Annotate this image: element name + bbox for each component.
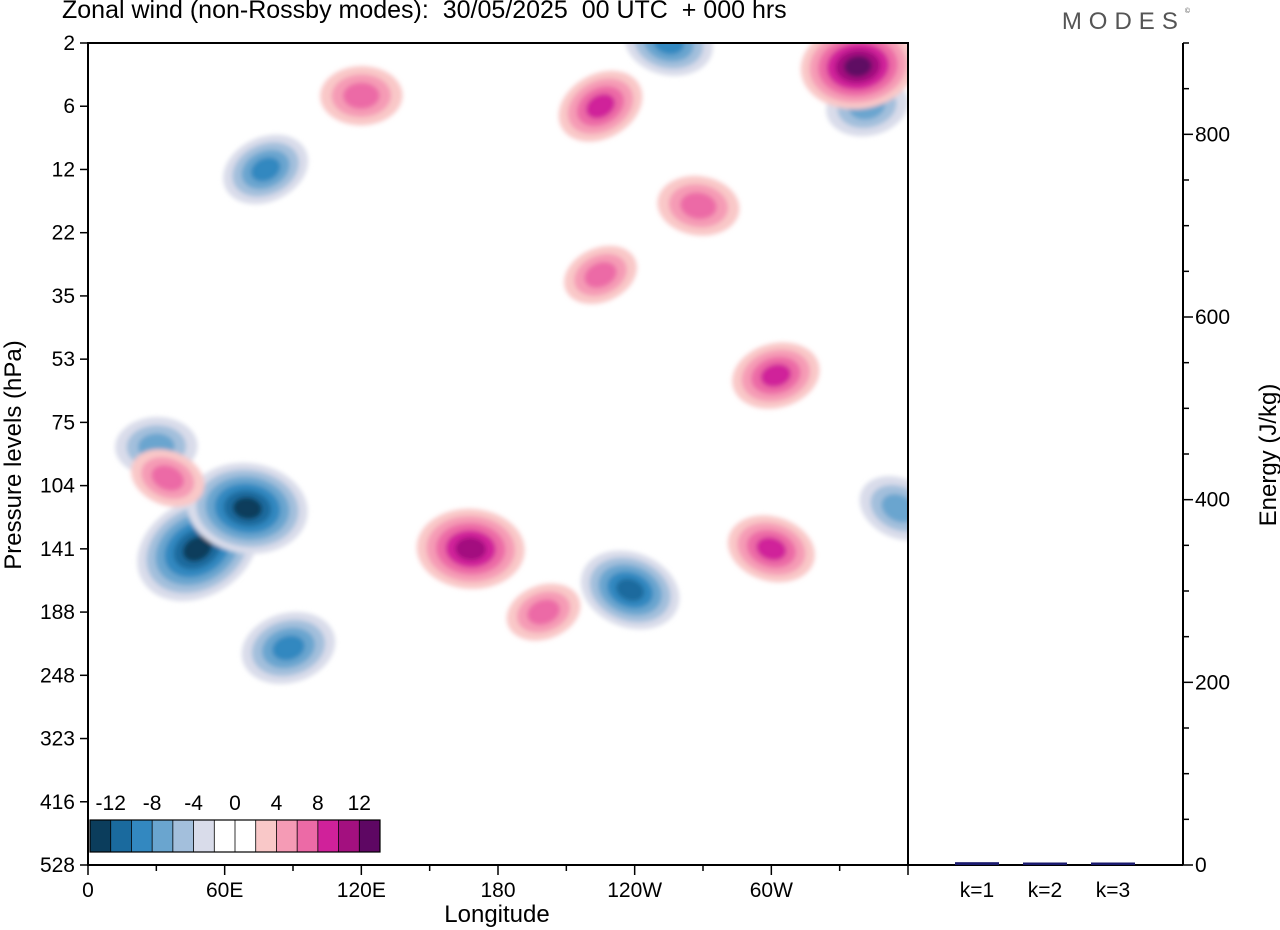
energy-tick-label: 800 <box>1195 123 1230 146</box>
field-feature-positive-16-step-2 <box>151 465 185 491</box>
pressure-tick-label: 416 <box>40 791 75 814</box>
energy-category-label: k=2 <box>1028 879 1062 902</box>
pressure-tick-label: 22 <box>52 222 75 245</box>
chart-title: Zonal wind (non-Rossby modes): 30/05/202… <box>62 0 787 24</box>
field-feature-positive-13-step-3 <box>585 93 616 119</box>
longitude-tick-label: 0 <box>82 879 94 902</box>
colorbar-frame <box>89 819 381 853</box>
colorbar-swatch <box>359 820 381 852</box>
colorbar-label: 4 <box>271 792 283 815</box>
energy-category-label: k=3 <box>1096 879 1130 902</box>
longitude-tick-label: 60W <box>750 879 793 902</box>
y-axis-label: Pressure levels (hPa) <box>0 340 27 569</box>
modes-logo: MODES© <box>1062 8 1190 36</box>
pressure-axis: 2 6 12 22 35 53 75 104 141 188 248 323 416 528 <box>40 32 88 877</box>
colorbar-swatch <box>90 820 112 852</box>
longitude-tick-label: 120E <box>337 879 386 902</box>
longitude-axis: 0 60E 120E 180 120W 60W <box>82 865 909 902</box>
longitude-tick-label: 60E <box>206 879 243 902</box>
longitude-tick-label: 180 <box>480 879 515 902</box>
colorbar-label: 12 <box>348 792 371 815</box>
pressure-tick-label: 2 <box>63 32 75 55</box>
colorbar-swatch <box>131 820 153 852</box>
pressure-tick-label: 248 <box>40 664 75 687</box>
longitude-tick-label: 120W <box>607 879 662 902</box>
energy-tick-label: 600 <box>1195 306 1230 329</box>
colorbar-swatch <box>338 820 360 852</box>
colorbar-swatch <box>255 820 277 852</box>
energy-bar-k=3 <box>1091 862 1135 865</box>
field-feature-positive-17-step-2 <box>343 82 380 109</box>
colorbar-label: -12 <box>96 792 126 815</box>
heatmap-field <box>88 43 908 865</box>
colorbar-swatch <box>152 820 174 852</box>
field-background <box>88 43 908 865</box>
field-feature-negative-6-step-3 <box>653 43 685 55</box>
energy-panel: 0 200 400 600 800 k=1 k=2 k=3 <box>908 42 1230 902</box>
logo-mark: © <box>1184 8 1190 15</box>
field-feature-positive-15-step-3 <box>760 364 792 388</box>
field-feature-negative-0-step-5 <box>182 536 212 562</box>
energy-bar-k=1 <box>955 862 999 865</box>
colorbar-swatch <box>110 820 132 852</box>
colorbar-swatch <box>214 820 236 852</box>
field-feature-positive-12-step-5 <box>844 55 872 77</box>
pressure-tick-label: 188 <box>40 601 75 624</box>
energy-category-label: k=1 <box>960 879 994 902</box>
field-feature-positive-11-step-3 <box>756 537 787 561</box>
field-feature-negative-5-step-3 <box>250 157 281 182</box>
energy-tick-label: 0 <box>1195 854 1207 877</box>
energy-tick-label: 200 <box>1195 671 1230 694</box>
colorbar-swatch <box>297 820 319 852</box>
colorbar-swatch <box>193 820 215 852</box>
field-feature-positive-9-step-4 <box>455 537 487 561</box>
pressure-tick-label: 104 <box>40 475 75 498</box>
pressure-tick-label: 6 <box>63 95 75 118</box>
colorbar: -12 -8 -4 0 4 8 12 <box>89 792 381 853</box>
colorbar-label: 8 <box>312 792 324 815</box>
colorbar-label: -8 <box>143 792 162 815</box>
field-feature-positive-10-step-2 <box>527 599 560 625</box>
colorbar-swatch <box>235 820 257 852</box>
field-feature-negative-2-step-3 <box>272 635 305 661</box>
pressure-tick-label: 75 <box>52 411 75 434</box>
energy-tick-label: 400 <box>1195 489 1230 512</box>
energy-bar-k=2 <box>1023 862 1067 865</box>
colorbar-swatch <box>317 820 340 852</box>
field-feature-negative-3-step-4 <box>616 578 645 602</box>
pressure-tick-label: 12 <box>52 158 75 181</box>
field-feature-negative-1-step-5 <box>232 497 263 520</box>
pressure-tick-label: 35 <box>52 285 75 308</box>
colorbar-label: -4 <box>184 792 203 815</box>
pressure-tick-label: 528 <box>40 854 75 877</box>
colorbar-swatch <box>276 820 298 852</box>
energy-axis-label: Energy (J/kg) <box>1255 384 1280 527</box>
logo-text: MODES <box>1061 8 1185 35</box>
field-feature-positive-14-step-2 <box>680 192 717 220</box>
colorbar-swatch <box>172 820 195 852</box>
pressure-tick-label: 141 <box>40 538 75 561</box>
pressure-tick-label: 323 <box>40 728 75 751</box>
x-axis-label: Longitude <box>444 901 549 928</box>
colorbar-label: 0 <box>229 792 241 815</box>
field-feature-positive-18-step-2 <box>584 261 617 288</box>
pressure-tick-label: 53 <box>52 348 75 371</box>
